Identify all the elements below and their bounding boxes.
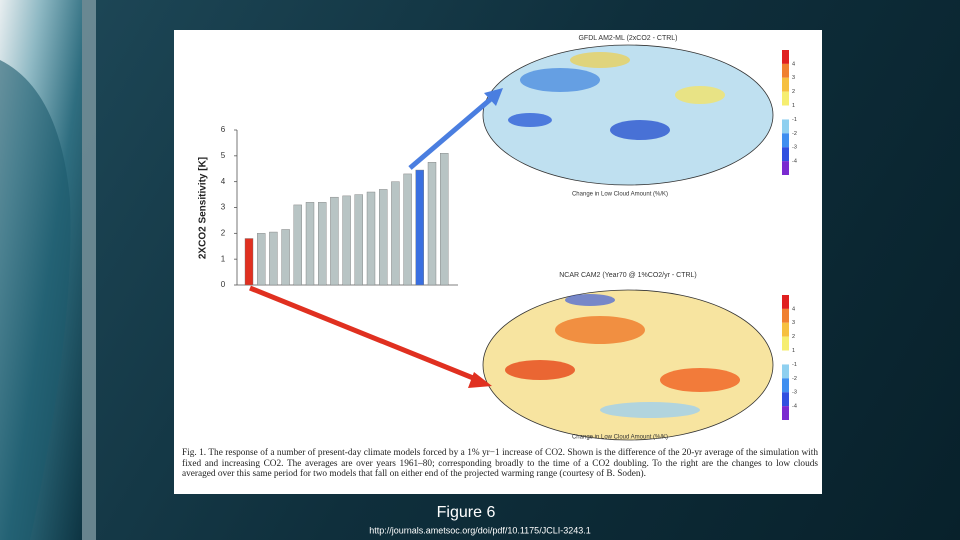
map-feature: [505, 360, 575, 380]
colorbar-tick-label: -1: [792, 117, 797, 123]
bar: [342, 195, 351, 286]
colorbar-tick-label: 4: [792, 306, 795, 312]
figure-label: Figure 6: [437, 504, 496, 521]
bar: [379, 189, 388, 286]
bar: [391, 181, 400, 286]
y-tick-label: 3: [221, 203, 226, 212]
colorbar-tick-label: -4: [792, 404, 797, 410]
colorbar-tick-label: -4: [792, 159, 797, 165]
bar: [403, 173, 412, 286]
y-tick-label: 0: [221, 280, 226, 289]
colorbar-tick-label: 2: [792, 334, 795, 340]
map-feature: [675, 86, 725, 104]
colorbar-tick-label: 1: [792, 103, 795, 109]
colorbar-segment: [782, 350, 789, 365]
map-feature: [508, 113, 552, 127]
bar: [415, 169, 424, 286]
arrowhead-blue: [484, 88, 503, 106]
colorbar-segment: [782, 91, 789, 106]
colorbar-segment: [782, 295, 789, 309]
map-subtitle: Change in Low Cloud Amount (%/K): [572, 435, 668, 441]
map-feature: [600, 402, 700, 418]
map-feature: [520, 68, 600, 92]
colorbar-tick-label: 3: [792, 320, 795, 326]
source-url: http://journals.ametsoc.org/doi/pdf/10.1…: [369, 525, 590, 535]
colorbar-segment: [782, 308, 789, 323]
bar: [330, 196, 339, 286]
map-lower: [482, 289, 774, 441]
y-axis-label: 2XCO2 Sensitivity [K]: [198, 157, 209, 259]
colorbar-tick-label: 1: [792, 348, 795, 354]
colorbar-tick-label: 4: [792, 61, 795, 67]
y-tick-label: 1: [221, 254, 226, 263]
colorbar-tick-label: -1: [792, 362, 797, 368]
y-tick-label: 6: [221, 125, 226, 134]
bar: [257, 233, 266, 286]
colorbar-tick-label: 2: [792, 89, 795, 95]
y-tick-label: 4: [221, 177, 226, 186]
colorbar-tick-label: -2: [792, 131, 797, 137]
bar: [354, 194, 363, 286]
colorbar-segment: [782, 63, 789, 78]
colorbar-segment: [782, 322, 789, 337]
colorbar-segment: [782, 378, 789, 393]
divider-strip: [82, 0, 96, 540]
arrowhead-red: [468, 372, 492, 388]
colorbar-segment: [782, 406, 789, 420]
map-feature: [610, 120, 670, 140]
colorbar-tick-label: -3: [792, 145, 797, 151]
bar: [427, 162, 437, 286]
bar: [293, 204, 302, 286]
colorbar-segment: [782, 392, 789, 407]
colorbar-tick-label: 3: [792, 75, 795, 81]
bar: [440, 153, 449, 286]
colorbar-segment: [782, 105, 789, 120]
wave-curl: [0, 60, 71, 540]
map-feature: [660, 368, 740, 392]
bar: [318, 202, 327, 286]
map-subtitle: Change in Low Cloud Amount (%/K): [572, 192, 668, 198]
colorbar-segment: [782, 336, 789, 351]
colorbar-tick-label: -3: [792, 390, 797, 396]
colorbar-tick-label: -2: [792, 376, 797, 382]
colorbar-segment: [782, 364, 789, 379]
arrow-blue: [408, 96, 494, 170]
colorbar-segment: [782, 133, 789, 148]
colorbar-segment: [782, 147, 789, 162]
map-feature: [570, 52, 630, 68]
map-title: NCAR CAM2 (Year70 @ 1%CO2/yr - CTRL): [559, 272, 697, 279]
caption: Fig. 1. The response of a number of pres…: [182, 448, 818, 479]
map-feature: [555, 316, 645, 344]
bar: [305, 202, 315, 286]
map-feature: [565, 294, 615, 306]
bar: [269, 231, 278, 286]
bar: [244, 238, 254, 286]
map-title: GFDL AM2-ML (2xCO2 - CTRL): [578, 35, 677, 42]
colorbar-segment: [782, 77, 789, 92]
arrow-red: [249, 285, 479, 383]
colorbar-segment: [782, 119, 789, 134]
bar: [366, 191, 376, 286]
colorbar-segment: [782, 161, 789, 175]
y-tick-label: 5: [221, 151, 226, 160]
colorbar-segment: [782, 50, 789, 64]
bar: [281, 229, 290, 286]
y-tick-label: 2: [221, 228, 226, 237]
